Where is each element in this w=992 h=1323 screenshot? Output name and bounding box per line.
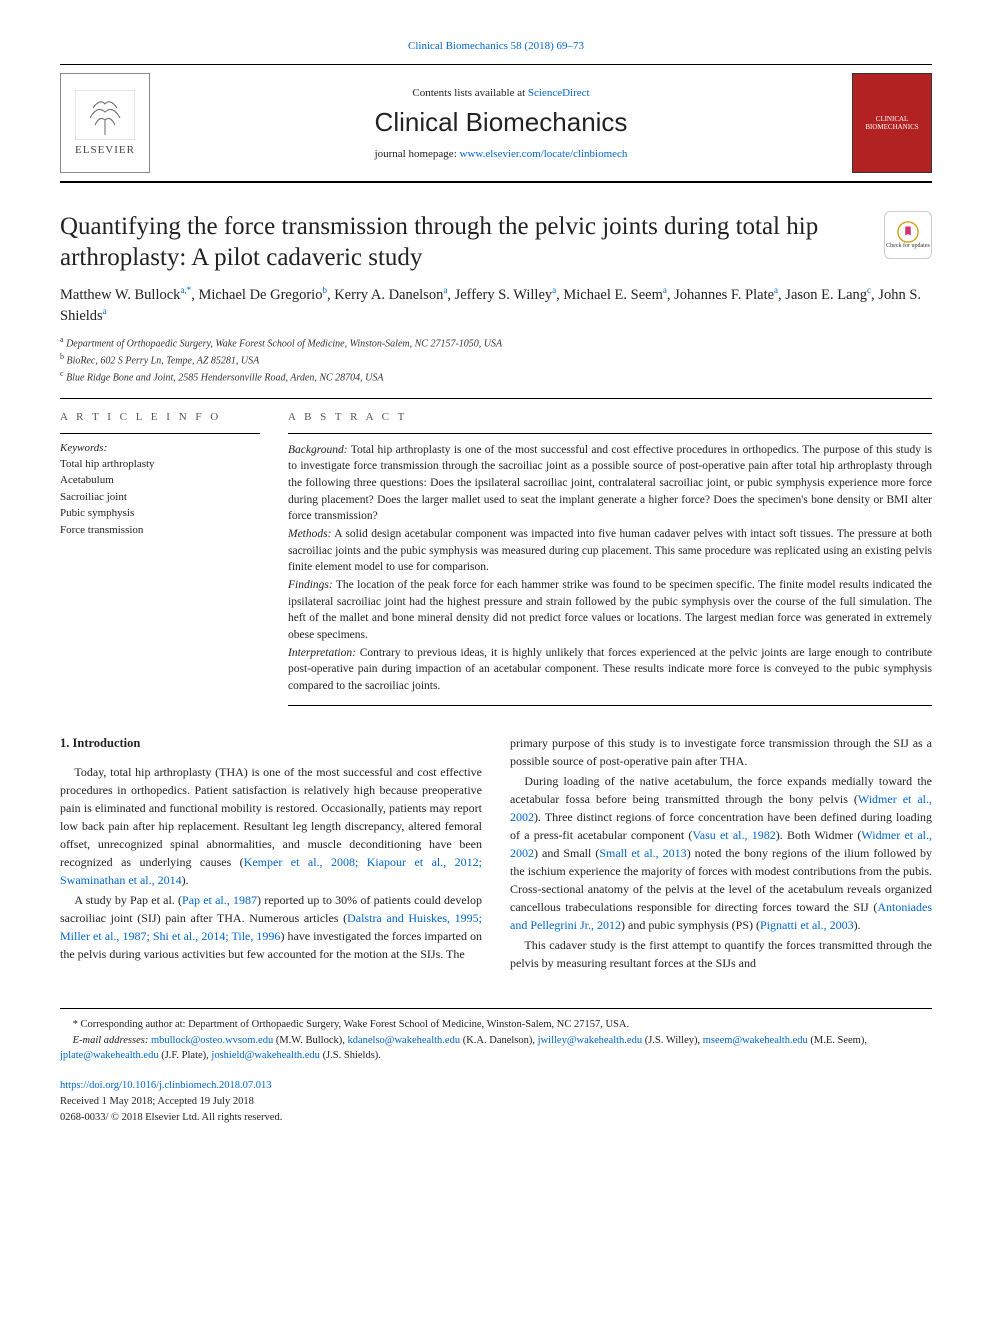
citation-link[interactable]: Vasu et al., 1982 — [692, 828, 775, 842]
bookmark-check-icon — [897, 221, 919, 243]
divider — [60, 398, 932, 399]
sciencedirect-link[interactable]: ScienceDirect — [528, 87, 590, 99]
contents-pre: Contents lists available at — [412, 87, 527, 99]
abstract-background: Total hip arthroplasty is one of the mos… — [288, 444, 932, 523]
publisher-logo: ELSEVIER — [60, 73, 150, 173]
article-info-column: A R T I C L E I N F O Keywords: Total hi… — [60, 411, 260, 706]
received-accepted: Received 1 May 2018; Accepted 19 July 20… — [60, 1094, 932, 1110]
email-link[interactable]: jwilley@wakehealth.edu — [538, 1035, 642, 1046]
affiliation-line: c Blue Ridge Bone and Joint, 2585 Hender… — [60, 368, 932, 385]
journal-homepage-line: journal homepage: www.elsevier.com/locat… — [166, 148, 836, 160]
email-link[interactable]: mseem@wakehealth.edu — [703, 1035, 808, 1046]
body-two-column: 1. Introduction Today, total hip arthrop… — [60, 734, 932, 974]
check-for-updates-badge[interactable]: Check for updates — [884, 211, 932, 259]
keyword-item: Force transmission — [60, 522, 260, 539]
abstract-interpretation: Contrary to previous ideas, it is highly… — [288, 647, 932, 692]
abstract-findings-label: Findings: — [288, 579, 333, 591]
author-list: Matthew W. Bullocka,*, Michael De Gregor… — [60, 284, 932, 326]
journal-homepage-link[interactable]: www.elsevier.com/locate/clinbiomech — [460, 148, 628, 160]
email-link[interactable]: kdanelso@wakehealth.edu — [347, 1035, 460, 1046]
affiliation-line: b BioRec, 602 S Perry Ln, Tempe, AZ 8528… — [60, 351, 932, 368]
body-column-left: 1. Introduction Today, total hip arthrop… — [60, 734, 482, 974]
contents-available-line: Contents lists available at ScienceDirec… — [166, 87, 836, 99]
elsevier-tree-icon — [75, 90, 135, 140]
intro-heading: 1. Introduction — [60, 734, 482, 753]
article-title: Quantifying the force transmission throu… — [60, 211, 868, 274]
footnotes: * Corresponding author at: Department of… — [60, 1008, 932, 1064]
abstract-text: Background: Total hip arthroplasty is on… — [288, 442, 932, 695]
abstract-interpretation-label: Interpretation: — [288, 647, 356, 659]
doi-link[interactable]: https://doi.org/10.1016/j.clinbiomech.20… — [60, 1080, 272, 1091]
email-label: E-mail addresses: — [73, 1035, 151, 1046]
body-paragraph: A study by Pap et al. (Pap et al., 1987)… — [60, 891, 482, 963]
article-info-label: A R T I C L E I N F O — [60, 411, 260, 423]
corresponding-author: * Corresponding author at: Department of… — [60, 1017, 932, 1033]
journal-name: Clinical Biomechanics — [166, 107, 836, 138]
citation-link[interactable]: Small et al., 2013 — [599, 846, 686, 860]
journal-header: ELSEVIER Contents lists available at Sci… — [60, 64, 932, 183]
body-paragraph: Today, total hip arthroplasty (THA) is o… — [60, 763, 482, 889]
abstract-label: A B S T R A C T — [288, 411, 932, 423]
journal-cover-thumbnail: CLINICAL BIOMECHANICS — [852, 73, 932, 173]
footer-meta: https://doi.org/10.1016/j.clinbiomech.20… — [60, 1078, 932, 1125]
divider — [60, 433, 260, 434]
citation-link[interactable]: Pignatti et al., 2003 — [760, 918, 854, 932]
keyword-item: Acetabulum — [60, 472, 260, 489]
copyright-line: 0268-0033/ © 2018 Elsevier Ltd. All righ… — [60, 1110, 932, 1126]
top-citation-link[interactable]: Clinical Biomechanics 58 (2018) 69–73 — [408, 40, 584, 52]
check-updates-label: Check for updates — [886, 243, 930, 249]
body-paragraph: During loading of the native acetabulum,… — [510, 772, 932, 934]
email-link[interactable]: joshield@wakehealth.edu — [211, 1050, 320, 1061]
abstract-column: A B S T R A C T Background: Total hip ar… — [288, 411, 932, 706]
keyword-item: Sacroiliac joint — [60, 489, 260, 506]
abstract-background-label: Background: — [288, 444, 348, 456]
keywords-heading: Keywords: — [60, 442, 260, 454]
keyword-item: Pubic symphysis — [60, 505, 260, 522]
abstract-methods-label: Methods: — [288, 528, 331, 540]
body-paragraph: This cadaver study is the first attempt … — [510, 936, 932, 972]
body-column-right: primary purpose of this study is to inve… — [510, 734, 932, 974]
top-citation: Clinical Biomechanics 58 (2018) 69–73 — [60, 40, 932, 52]
affiliations: a Department of Orthopaedic Surgery, Wak… — [60, 334, 932, 386]
keyword-item: Total hip arthroplasty — [60, 456, 260, 473]
divider — [288, 705, 932, 706]
citation-link[interactable]: Pap et al., 1987 — [182, 893, 257, 907]
email-link[interactable]: jplate@wakehealth.edu — [60, 1050, 159, 1061]
email-addresses: E-mail addresses: mbullock@osteo.wvsom.e… — [60, 1033, 932, 1065]
abstract-findings: The location of the peak force for each … — [288, 579, 932, 641]
body-paragraph: primary purpose of this study is to inve… — [510, 734, 932, 770]
homepage-pre: journal homepage: — [375, 148, 460, 160]
abstract-methods: A solid design acetabular component was … — [288, 528, 932, 573]
publisher-name: ELSEVIER — [75, 144, 135, 156]
email-link[interactable]: mbullock@osteo.wvsom.edu — [151, 1035, 273, 1046]
affiliation-line: a Department of Orthopaedic Surgery, Wak… — [60, 334, 932, 351]
divider — [288, 433, 932, 434]
